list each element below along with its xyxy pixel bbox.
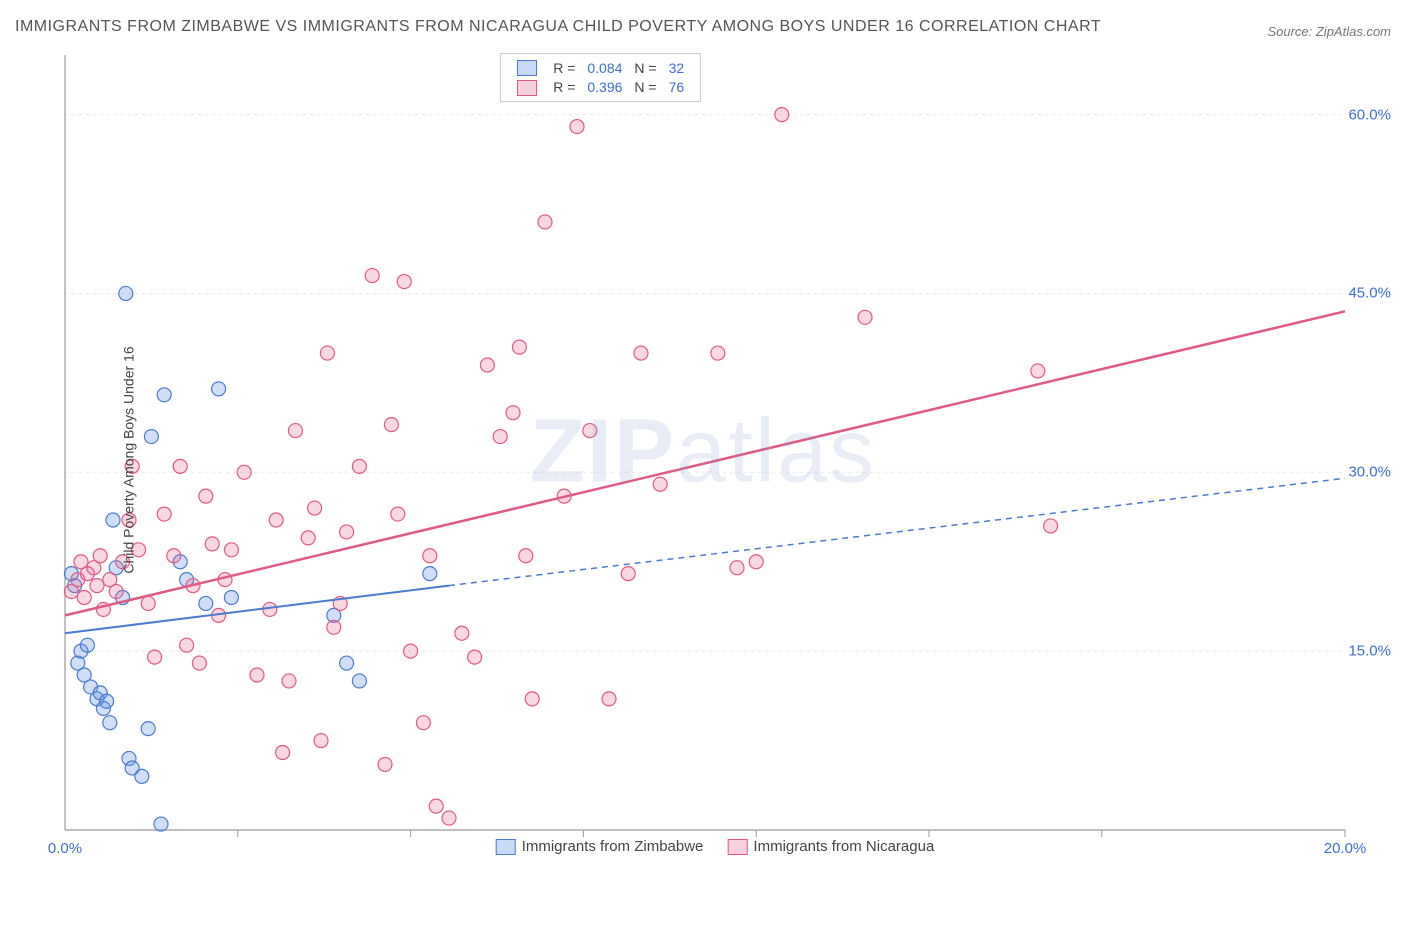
legend-correlation-box: R =0.084N =32R =0.396N =76 [500, 53, 701, 102]
x-tick: 0.0% [48, 840, 82, 857]
header-row: IMMIGRANTS FROM ZIMBABWE VS IMMIGRANTS F… [15, 15, 1391, 39]
y-tick: 15.0% [1348, 643, 1391, 660]
legend-swatch [727, 839, 747, 855]
legend-label: Immigrants from Nicaragua [753, 838, 934, 855]
legend-swatch [496, 839, 516, 855]
x-tick: 20.0% [1324, 840, 1367, 857]
legend-swatch [517, 80, 537, 96]
y-axis-label: Child Poverty Among Boys Under 16 [121, 346, 137, 573]
y-tick: 45.0% [1348, 285, 1391, 302]
legend-series: Immigrants from Zimbabwe Immigrants from … [472, 838, 935, 875]
legend-label: Immigrants from Zimbabwe [522, 838, 704, 855]
scatter-plot [15, 45, 1391, 875]
chart-title: IMMIGRANTS FROM ZIMBABWE VS IMMIGRANTS F… [15, 15, 1101, 39]
legend-swatch [517, 60, 537, 76]
chart-container: Child Poverty Among Boys Under 16 ZIPatl… [15, 45, 1391, 875]
source-label: Source: ZipAtlas.com [1267, 24, 1391, 39]
y-tick: 60.0% [1348, 106, 1391, 123]
y-tick: 30.0% [1348, 464, 1391, 481]
